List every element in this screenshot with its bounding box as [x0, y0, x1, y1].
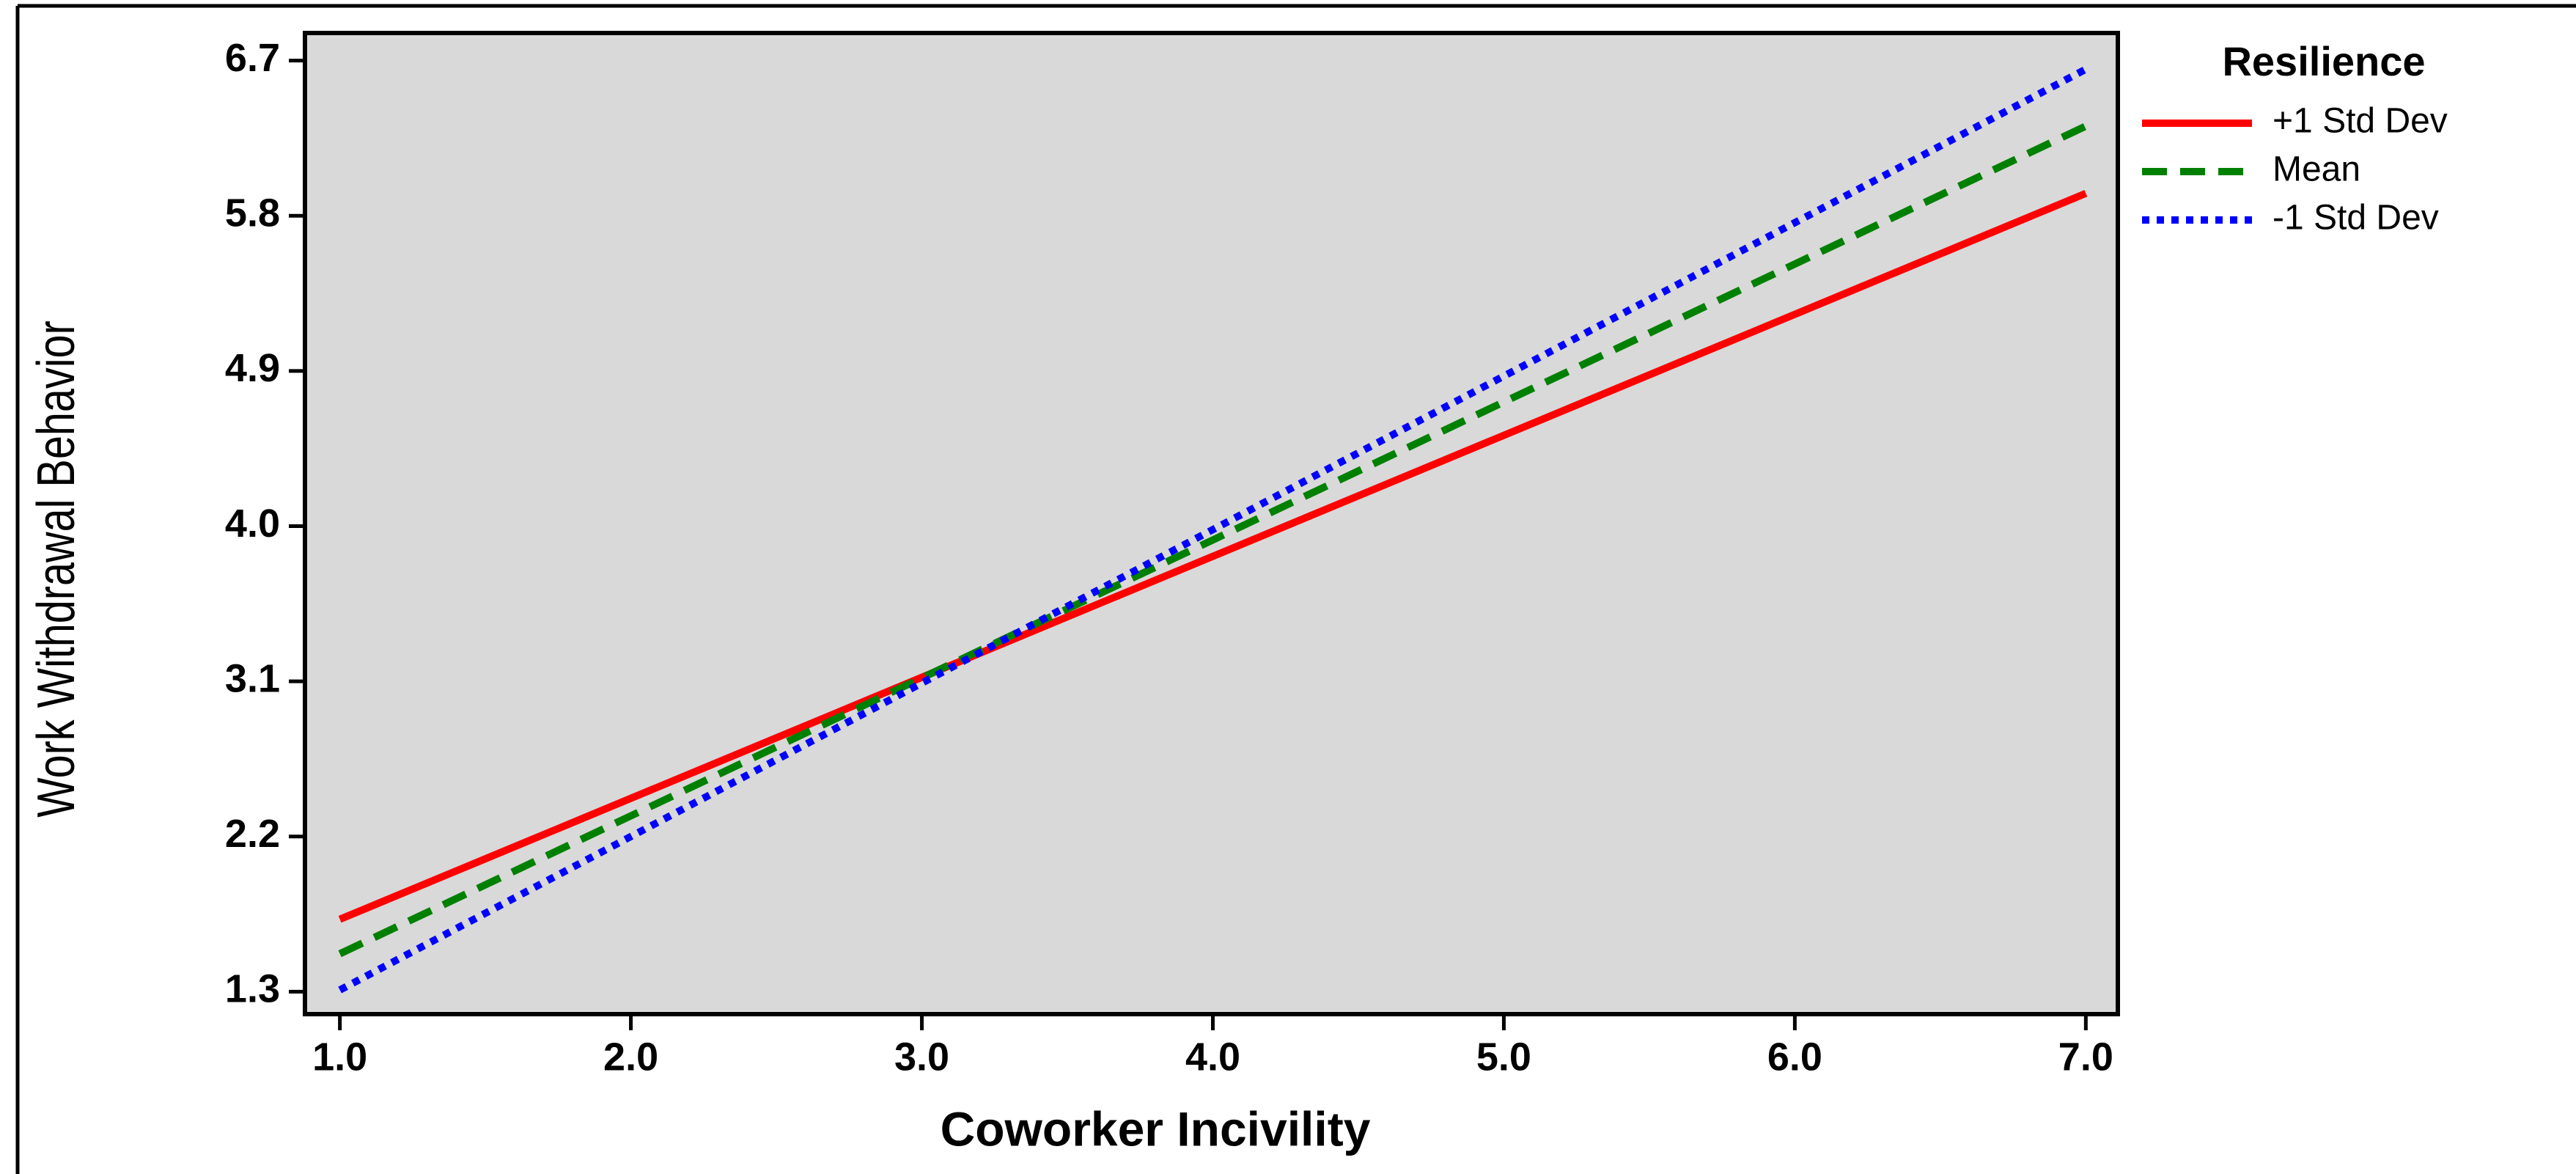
legend-label: Mean [2273, 150, 2360, 189]
x-tick-label: 5.0 [1476, 1035, 1531, 1079]
series-line [338, 65, 2088, 994]
y-axis-title: Work Withdrawal Behavior [26, 320, 86, 817]
y-tick-label: 4.9 [225, 346, 280, 390]
y-tick-label: 2.2 [225, 812, 280, 856]
legend-label: +1 Std Dev [2273, 102, 2448, 141]
y-tick-label: 1.3 [225, 967, 280, 1011]
x-tick-label: 7.0 [2058, 1035, 2113, 1079]
y-tick-label: 4.0 [225, 502, 280, 546]
x-tick-label: 3.0 [894, 1035, 949, 1079]
y-tick-label: 3.1 [225, 656, 280, 700]
legend-title: Resilience [2222, 38, 2425, 84]
legend-label: -1 Std Dev [2273, 199, 2439, 238]
y-tick-label: 6.7 [225, 36, 280, 80]
plot-area [303, 31, 2120, 1016]
x-tick-label: 6.0 [1767, 1035, 1822, 1079]
x-tick-label: 2.0 [603, 1035, 658, 1079]
x-tick-label: 4.0 [1185, 1035, 1240, 1079]
series-line [338, 122, 2088, 958]
y-tick-label: 5.8 [225, 191, 280, 235]
series-line [338, 190, 2088, 923]
x-axis-title: Coworker Incivility [941, 1101, 1371, 1156]
x-tick-label: 1.0 [312, 1035, 367, 1079]
